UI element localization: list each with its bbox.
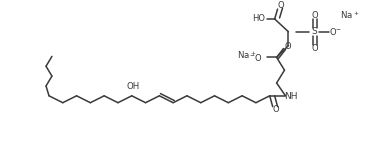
Text: Na$^+$: Na$^+$	[340, 9, 359, 21]
Text: HO: HO	[253, 14, 265, 23]
Text: O: O	[272, 105, 279, 114]
Text: Na$^+$: Na$^+$	[237, 50, 257, 61]
Text: O: O	[277, 1, 284, 10]
Text: OH: OH	[126, 82, 139, 91]
Text: S: S	[311, 27, 317, 36]
Text: O: O	[312, 11, 318, 20]
Text: O$^{-}$: O$^{-}$	[329, 26, 342, 37]
Text: O: O	[312, 44, 318, 53]
Text: NH: NH	[284, 92, 297, 101]
Text: $^{-}$O: $^{-}$O	[250, 52, 263, 63]
Text: O: O	[284, 42, 291, 51]
